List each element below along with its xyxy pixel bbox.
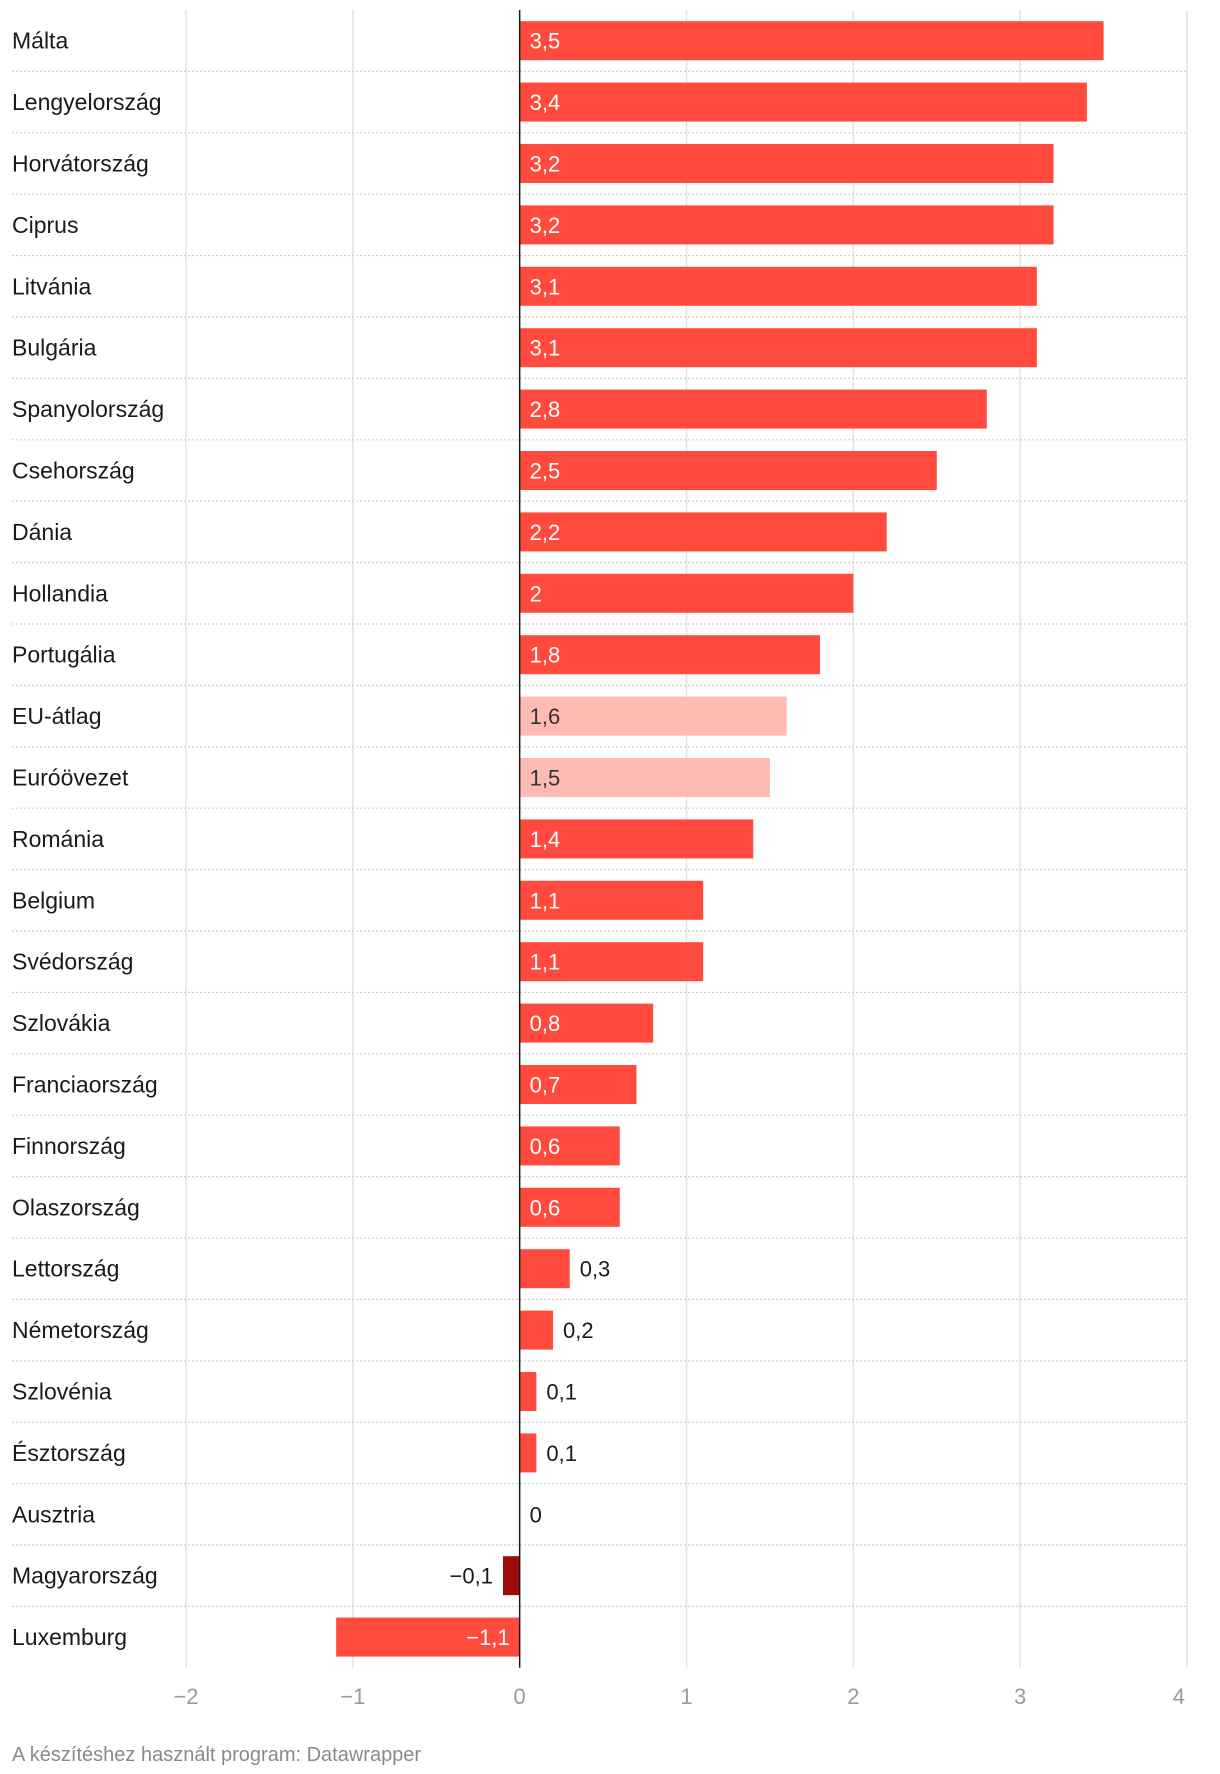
- category-label: Magyarország: [12, 1563, 158, 1589]
- category-label: Euróövezet: [12, 765, 129, 791]
- x-tick-label: 2: [847, 1684, 859, 1709]
- bar: [519, 144, 1054, 183]
- bar: [336, 1617, 520, 1657]
- data-label: 0,1: [546, 1380, 577, 1405]
- bar: [519, 758, 770, 797]
- bar: [502, 1556, 520, 1596]
- data-label: 1,8: [530, 643, 561, 668]
- category-label: Dánia: [12, 519, 72, 545]
- bar: [519, 451, 937, 490]
- category-label: Franciaország: [12, 1072, 158, 1098]
- bar: [519, 1310, 554, 1350]
- category-label: Lettország: [12, 1256, 119, 1282]
- data-label: 0,3: [580, 1257, 611, 1282]
- category-label: Ciprus: [12, 212, 78, 238]
- data-label: 1,6: [530, 704, 561, 729]
- data-label: 3,4: [530, 90, 561, 115]
- data-label: 2,5: [530, 459, 561, 484]
- category-label: Luxemburg: [12, 1624, 127, 1650]
- category-label: Belgium: [12, 887, 95, 913]
- data-label: 0: [530, 1502, 542, 1527]
- bar: [519, 205, 1054, 245]
- data-label: 3,1: [530, 336, 561, 361]
- data-label: 0,8: [530, 1011, 561, 1036]
- x-tick-label: −2: [173, 1684, 198, 1709]
- data-label: 0,6: [530, 1134, 561, 1159]
- category-label: Litvánia: [12, 273, 91, 299]
- bar: [519, 21, 1104, 61]
- bar: [519, 1433, 537, 1473]
- data-label: 3,5: [530, 29, 561, 54]
- category-label: Portugália: [12, 642, 116, 668]
- category-label: Németország: [12, 1317, 149, 1343]
- category-label: Horvátország: [12, 151, 149, 177]
- data-label: 1,4: [530, 827, 561, 852]
- category-label: Svédország: [12, 949, 133, 975]
- data-label: 0,7: [530, 1073, 561, 1098]
- bar: [519, 1065, 637, 1104]
- data-label: 0,2: [563, 1318, 594, 1343]
- category-label: Szlovákia: [12, 1010, 111, 1036]
- bar: [519, 573, 854, 613]
- data-label: −0,1: [450, 1564, 493, 1589]
- bar: [519, 389, 987, 429]
- x-tick-label: 1: [680, 1684, 692, 1709]
- bar: [519, 82, 1087, 122]
- category-label: Málta: [12, 28, 68, 54]
- category-label: Olaszország: [12, 1194, 140, 1220]
- category-label: EU-átlag: [12, 703, 101, 729]
- data-label: 0,6: [530, 1195, 561, 1220]
- category-label: Észtország: [12, 1440, 126, 1466]
- x-tick-label: 3: [1014, 1684, 1026, 1709]
- category-label: Csehország: [12, 458, 135, 484]
- bar: [519, 512, 887, 552]
- data-label: 3,1: [530, 274, 561, 299]
- data-label: 1,1: [530, 888, 561, 913]
- data-label: 2: [530, 581, 542, 606]
- bar: [519, 1187, 620, 1227]
- x-tick-label: 0: [514, 1684, 526, 1709]
- data-label: 1,1: [530, 950, 561, 975]
- bar: [519, 819, 754, 859]
- bar: [519, 266, 1037, 306]
- bar: [519, 635, 820, 675]
- data-label: 0,1: [546, 1441, 577, 1466]
- category-label: Ausztria: [12, 1501, 95, 1527]
- data-label: 1,5: [530, 766, 561, 791]
- bar: [519, 328, 1037, 368]
- x-tick-label: 4: [1173, 1684, 1185, 1709]
- data-label: 3,2: [530, 213, 561, 238]
- category-label: Finnország: [12, 1133, 126, 1159]
- data-label: 2,2: [530, 520, 561, 545]
- credit-footer: A készítéshez használt program: Datawrap…: [12, 1744, 422, 1766]
- bar: [519, 1126, 620, 1166]
- bar: [519, 1372, 537, 1411]
- data-label: 2,8: [530, 397, 561, 422]
- category-label: Spanyolország: [12, 396, 164, 422]
- bar: [519, 1249, 570, 1289]
- category-label: Szlovénia: [12, 1379, 112, 1405]
- bar: [519, 942, 704, 982]
- category-label: Hollandia: [12, 580, 108, 606]
- category-label: Lengyelország: [12, 89, 162, 115]
- data-label: 3,2: [530, 152, 561, 177]
- bar: [519, 880, 704, 920]
- category-label: Bulgária: [12, 335, 97, 361]
- x-tick-label: −1: [340, 1684, 365, 1709]
- bar: [519, 1003, 654, 1043]
- category-label: Románia: [12, 826, 104, 852]
- data-label: −1,1: [466, 1625, 509, 1650]
- bar: [519, 696, 787, 736]
